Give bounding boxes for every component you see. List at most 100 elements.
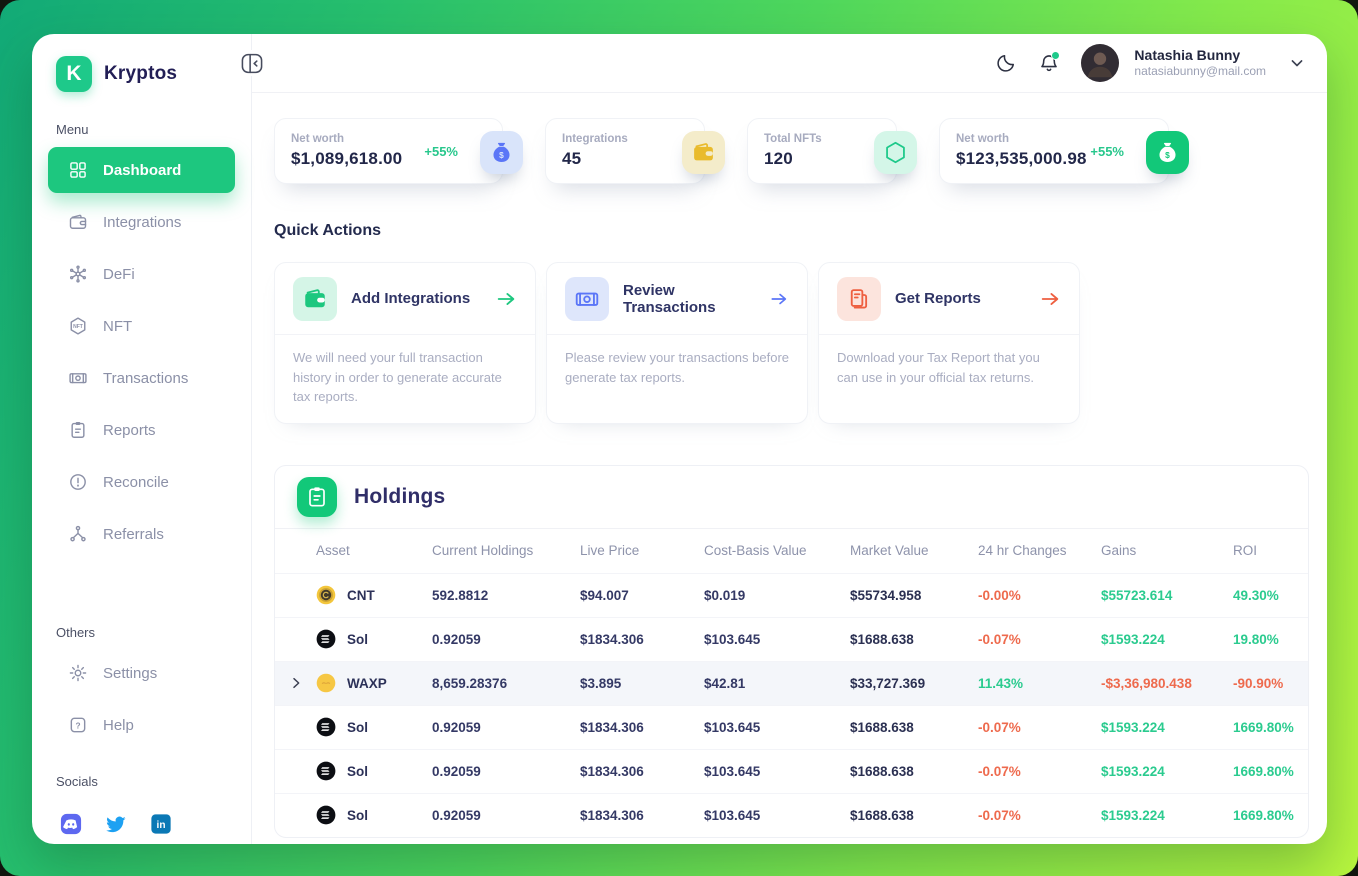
sidebar-item-reports[interactable]: Reports <box>48 407 235 453</box>
discord-link[interactable] <box>60 813 82 835</box>
holdings-table-row[interactable]: Sol 0.92059 $1834.306 $103.645 $1688.638… <box>275 750 1308 794</box>
kryptos-logo-icon: K <box>56 56 92 92</box>
live-price-cell: $1834.306 <box>580 631 644 647</box>
roi-cell: 49.30% <box>1233 587 1279 603</box>
stat-card-1: Net worth $1,089,618.00 +55% $ <box>274 118 523 184</box>
sidebar-item-referrals[interactable]: Referrals <box>48 511 235 557</box>
banknote-icon <box>574 286 600 312</box>
sidebar-item-reconcile[interactable]: Reconcile <box>48 459 235 505</box>
user-name: Natashia Bunny <box>1134 47 1241 64</box>
stat-info: Net worth $123,535,000.98 <box>956 133 1087 169</box>
wallet-icon <box>68 212 88 232</box>
holdings-table-row[interactable]: CNT 592.8812 $94.007 $0.019 $55734.958 -… <box>275 574 1308 618</box>
market-value-cell: $33,727.369 <box>850 675 926 691</box>
stats-row: Net worth $1,089,618.00 +55% $ Integrati… <box>274 118 1309 184</box>
sidebar-item-help[interactable]: ? Help <box>48 702 235 748</box>
sol-coin-icon <box>316 805 336 825</box>
gains-cell: $1593.224 <box>1101 763 1165 779</box>
holdings-table-row[interactable]: Sol 0.92059 $1834.306 $103.645 $1688.638… <box>275 706 1308 750</box>
arrow-right-icon[interactable] <box>495 288 517 310</box>
divider <box>275 527 1308 529</box>
user-meta: Natashia Bunny natasiabunny@mail.com <box>1134 46 1266 80</box>
twitter-link[interactable] <box>105 813 127 835</box>
notification-dot <box>1051 51 1061 60</box>
sidebar-item-label: Integrations <box>103 213 182 231</box>
quick-action-description: We will need your full transaction histo… <box>293 350 502 404</box>
sidebar-item-transactions[interactable]: Transactions <box>48 355 235 401</box>
holdings-table-header: Asset Current Holdings Live Price Cost-Basi… <box>275 529 1308 574</box>
stat-label: Total NFTs <box>764 133 822 145</box>
chevron-right-icon[interactable] <box>288 675 304 691</box>
holdings-table-row[interactable]: Sol 0.92059 $1834.306 $103.645 $1688.638… <box>275 794 1308 837</box>
current-holdings-cell: 592.8812 <box>432 587 489 603</box>
change-24h-cell: -0.07% <box>978 719 1021 735</box>
sidebar-item-defi[interactable]: DeFi <box>48 251 235 297</box>
nft-icon: NFT <box>883 140 908 165</box>
column-header-gains: Gains <box>1101 543 1137 558</box>
linkedin-icon: in <box>150 813 172 835</box>
sidebar-item-integrations[interactable]: Integrations <box>48 199 235 245</box>
stat-change-badge: +55% <box>1090 143 1124 159</box>
twitter-icon <box>105 813 127 835</box>
defi-icon <box>68 264 88 284</box>
arrow-right-icon[interactable] <box>769 288 789 310</box>
stat-label: Net worth <box>956 133 1010 145</box>
current-holdings-cell: 0.92059 <box>432 807 481 823</box>
live-price-cell: $94.007 <box>580 587 629 603</box>
stat-icon-badge: $ <box>1146 131 1189 174</box>
user-avatar[interactable] <box>1081 44 1120 82</box>
change-24h-cell: 11.43% <box>978 675 1024 691</box>
roi-cell: 19.80% <box>1233 631 1279 647</box>
stat-value: 120 <box>764 149 793 168</box>
money-bag-icon: $ <box>489 140 514 165</box>
asset-cell: Sol <box>316 717 432 737</box>
quick-action-top: Review Transactions <box>547 263 807 335</box>
main-column: Natashia Bunny natasiabunny@mail.com Net… <box>238 34 1327 844</box>
brand: K Kryptos <box>32 56 251 92</box>
current-holdings-cell: 0.92059 <box>432 719 481 735</box>
market-value-cell: $1688.638 <box>850 719 914 735</box>
asset-cell: Sol <box>316 629 432 649</box>
profile-menu-button[interactable] <box>1287 53 1307 73</box>
asset-cell: CNT <box>316 585 432 605</box>
arrow-right-icon[interactable] <box>1039 288 1061 310</box>
column-header-roi: ROI <box>1233 543 1258 558</box>
stat-info: Net worth $1,089,618.00 <box>291 133 402 169</box>
holdings-table-row[interactable]: WAXP 8,659.28376 $3.895 $42.81 $33,727.3… <box>275 661 1308 706</box>
sidebar-collapse-button[interactable] <box>238 50 265 76</box>
quick-action-top: Get Reports <box>819 263 1079 335</box>
current-holdings-cell: 0.92059 <box>432 631 481 647</box>
stat-value: $123,535,000.98 <box>956 149 1087 168</box>
linkedin-link[interactable]: in <box>150 813 172 835</box>
waxp-coin-icon <box>316 673 336 693</box>
stat-info: Integrations 45 <box>562 133 628 169</box>
money-bag-icon: $ <box>1155 140 1180 165</box>
report-doc-icon <box>846 286 872 312</box>
sidebar-item-label: Reports <box>103 421 156 439</box>
current-holdings-cell: 0.92059 <box>432 763 481 779</box>
sidebar-item-nft[interactable]: NFT NFT <box>48 303 235 349</box>
gains-cell: $1593.224 <box>1101 807 1165 823</box>
svg-text:$: $ <box>499 150 504 160</box>
asset-cell: Sol <box>316 805 432 825</box>
notifications-button[interactable] <box>1038 51 1061 74</box>
quick-action-card-2[interactable]: Review Transactions Please review your t… <box>546 262 808 424</box>
holdings-table-row[interactable]: Sol 0.92059 $1834.306 $103.645 $1688.638… <box>275 618 1308 662</box>
sidebar-item-label: DeFi <box>103 265 135 283</box>
quick-action-card-1[interactable]: Add Integrations We will need your full … <box>274 262 536 424</box>
sidebar-item-settings[interactable]: Settings <box>48 650 235 696</box>
roi-cell: 1669.80% <box>1233 807 1294 823</box>
quick-action-card-3[interactable]: Get Reports Download your Tax Report tha… <box>818 262 1080 424</box>
holdings-title: Holdings <box>354 484 446 508</box>
dark-mode-toggle[interactable] <box>995 52 1017 74</box>
menu-section-label: Menu <box>56 122 89 137</box>
holdings-header: Holdings <box>275 466 1308 528</box>
sol-coin-icon <box>316 629 336 649</box>
user-email: natasiabunny@mail.com <box>1134 64 1266 79</box>
quick-action-title: Add Integrations <box>351 290 471 307</box>
quick-action-description: Please review your transactions before g… <box>565 350 790 385</box>
sidebar-item-dashboard[interactable]: Dashboard <box>48 147 235 193</box>
column-header-24-hr-changes: 24 hr Changes <box>978 543 1067 558</box>
stat-icon-badge <box>682 131 725 174</box>
